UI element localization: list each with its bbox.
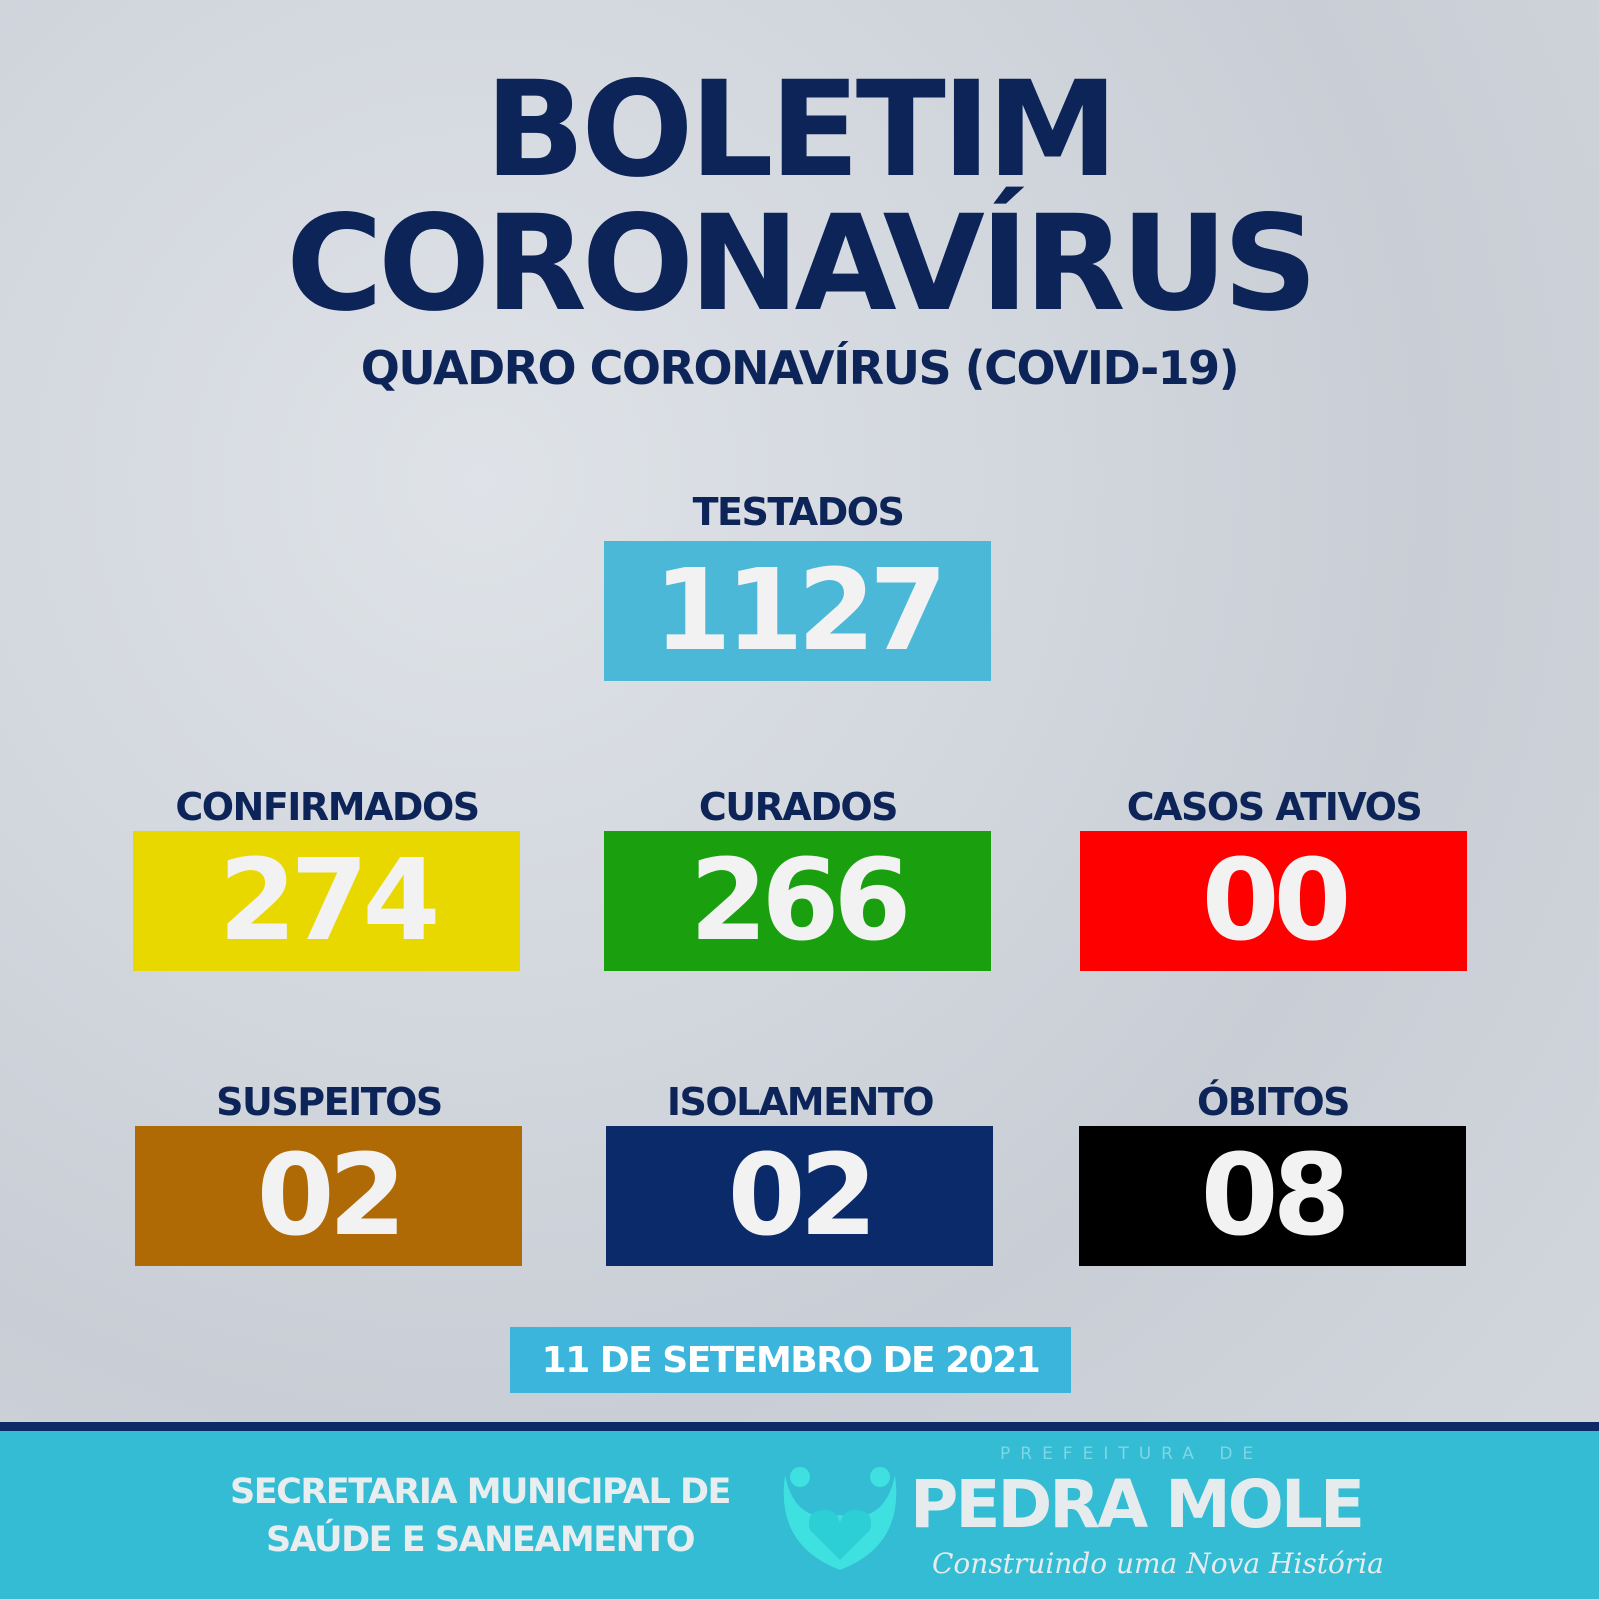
- logo-slogan: Construindo uma Nova História: [932, 1547, 1384, 1580]
- logo-prefix: PREFEITURA DE: [1000, 1444, 1264, 1464]
- title-line2: CORONAVÍRUS: [286, 187, 1318, 341]
- title-line1: BOLETIM: [484, 53, 1119, 207]
- stat-value-isolamento: 02: [606, 1126, 993, 1266]
- stat-label-curados: CURADOS: [698, 785, 899, 829]
- heart-people-icon: [783, 1467, 897, 1570]
- stat-label-testados: TESTADOS: [692, 490, 905, 534]
- secretaria-line2: SAÚDE E SANEAMENTO: [265, 1520, 696, 1560]
- stat-value-obitos: 08: [1079, 1126, 1466, 1266]
- stat-value-confirmados: 274: [133, 831, 520, 971]
- date-badge: 11 DE SETEMBRO DE 2021: [510, 1327, 1071, 1393]
- stat-label-casos-ativos: CASOS ATIVOS: [1126, 785, 1423, 829]
- stat-value-curados: 266: [604, 831, 991, 971]
- footer-divider: [0, 1422, 1599, 1431]
- secretaria-name: SECRETARIA MUNICIPAL DE SAÚDE E SANEAMEN…: [200, 1468, 760, 1564]
- subtitle: QUADRO CORONAVÍRUS (COVID-19): [360, 341, 1240, 395]
- stat-value-casos-ativos: 00: [1080, 831, 1467, 971]
- stat-label-isolamento: ISOLAMENTO: [666, 1080, 935, 1124]
- stat-label-obitos: ÓBITOS: [1197, 1080, 1351, 1124]
- stat-value-testados: 1127: [604, 541, 991, 681]
- stat-value-suspeitos: 02: [135, 1126, 522, 1266]
- stat-label-suspeitos: SUSPEITOS: [216, 1080, 443, 1124]
- stat-label-confirmados: CONFIRMADOS: [175, 785, 480, 829]
- secretaria-line1: SECRETARIA MUNICIPAL DE: [230, 1472, 731, 1512]
- logo-name: PEDRA MOLE: [910, 1466, 1365, 1543]
